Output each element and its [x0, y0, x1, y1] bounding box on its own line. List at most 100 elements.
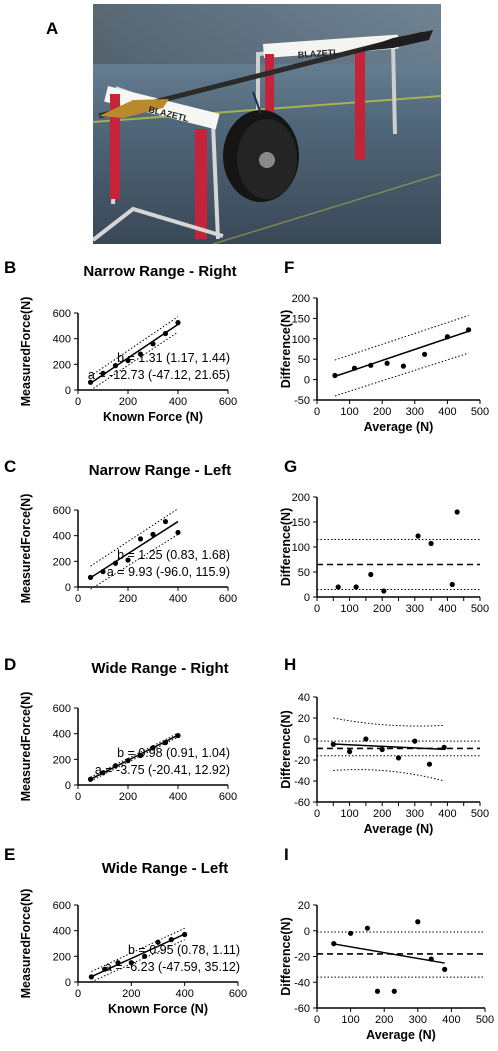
data-point — [335, 584, 341, 590]
y-tick-label: -40 — [294, 977, 310, 989]
chart-panel-d: D Wide Range - Right 0 200 400 600 0 200 400 600 M… — [4, 655, 237, 803]
data-point — [426, 761, 433, 767]
data-point — [428, 956, 434, 962]
data-point — [368, 571, 374, 578]
data-point — [155, 939, 161, 945]
chart-title: Wide Range - Left — [102, 860, 229, 877]
data-point — [391, 988, 397, 994]
y-tick-label: -20 — [294, 952, 310, 964]
upper-confidence-band — [90, 732, 179, 778]
y-tick-label: -50 — [294, 395, 310, 407]
y-tick-label: 50 — [298, 567, 310, 579]
y-tick-label: 200 — [53, 359, 71, 371]
data-point — [449, 581, 455, 588]
data-point — [175, 320, 181, 326]
y-tick-label: 400 — [53, 531, 71, 543]
lower-confidence-band — [333, 769, 445, 782]
x-tick-label: 400 — [169, 593, 187, 605]
data-point — [379, 746, 385, 753]
y-axis-label: MeasuredForce(N) — [19, 297, 33, 407]
data-point — [137, 351, 144, 357]
data-point — [332, 372, 338, 379]
upper-confidence-band — [333, 717, 445, 727]
x-tick-label: 100 — [341, 1014, 359, 1026]
data-point — [441, 744, 447, 751]
x-tick-label: 0 — [75, 791, 81, 803]
y-tick-label: 0 — [304, 375, 310, 387]
chart-title: Narrow Range - Right — [83, 263, 236, 280]
data-point — [175, 529, 181, 536]
data-point — [100, 569, 106, 575]
data-point — [88, 974, 94, 980]
y-tick-label: 40 — [298, 692, 310, 704]
x-tick-label: 400 — [169, 791, 187, 803]
x-tick-label: 100 — [340, 406, 358, 418]
data-point — [330, 741, 336, 747]
panel-letter-b: B — [4, 258, 16, 277]
y-tick-label: 20 — [298, 713, 310, 725]
x-tick-label: 100 — [340, 808, 358, 820]
slope-annotation: b = 1.31 (1.17, 1.44) — [117, 351, 230, 365]
data-point — [115, 960, 121, 966]
data-point — [331, 941, 337, 947]
data-point — [142, 953, 148, 959]
upper-confidence-band — [90, 316, 179, 377]
data-point — [400, 363, 406, 369]
x-tick-label: 600 — [219, 593, 237, 605]
chart-panel-i: I 0 100 200 300 400 500 -60 -40 -20 0 20 Average (N)… — [279, 845, 494, 1042]
data-point — [351, 365, 358, 371]
x-axis-label: Average (N) — [364, 420, 434, 434]
data-point — [100, 370, 106, 376]
y-tick-label: 0 — [65, 977, 71, 989]
x-tick-label: 400 — [438, 603, 456, 615]
x-tick-label: 600 — [229, 988, 247, 1000]
data-point — [364, 925, 370, 931]
chart-panel-e: E Wide Range - Left 0 200 400 600 0 200 400 600 Kn… — [4, 845, 247, 1016]
lower-confidence-band — [91, 939, 185, 983]
data-point — [125, 357, 131, 364]
panel-letter-c: C — [4, 457, 16, 476]
data-point — [444, 334, 450, 340]
y-tick-label: 600 — [53, 505, 71, 517]
y-tick-label: 200 — [53, 951, 71, 963]
data-point — [465, 327, 472, 333]
data-point — [182, 931, 188, 938]
chart-panel-h: H 0 100 200 300 400 500 -60 -40 -20 0 20 40 Average (… — [279, 655, 489, 836]
y-tick-label: 100 — [292, 334, 310, 346]
x-tick-label: 400 — [169, 396, 187, 408]
x-tick-label: 200 — [373, 603, 391, 615]
chart-panel-f: F 0 100 200 300 400 500 -50 0 50 100 150 200 Average … — [279, 258, 489, 434]
panel-letter-e: E — [4, 845, 15, 864]
regression-line — [333, 943, 445, 964]
x-tick-label: 100 — [340, 603, 358, 615]
hurdle-brand-text-back: BLAZETL — [297, 47, 339, 60]
panel-letter-d: D — [4, 655, 16, 674]
y-tick-label: 200 — [292, 492, 310, 504]
x-tick-label: 200 — [119, 791, 137, 803]
data-point — [175, 732, 181, 739]
data-point — [87, 574, 94, 580]
lower-confidence-band — [334, 352, 469, 397]
data-point — [162, 518, 169, 525]
data-point — [87, 379, 94, 385]
x-tick-label: 200 — [373, 406, 391, 418]
data-point — [395, 755, 402, 761]
data-point — [421, 351, 428, 357]
x-tick-label: 0 — [314, 603, 320, 615]
x-tick-label: 500 — [471, 406, 489, 418]
x-tick-label: 500 — [471, 603, 489, 615]
data-point — [125, 758, 131, 764]
x-tick-label: 200 — [119, 593, 137, 605]
y-tick-label: 50 — [298, 354, 310, 366]
y-tick-label: 20 — [298, 900, 310, 912]
upper-confidence-band — [334, 315, 469, 361]
panel-letter-h: H — [284, 655, 296, 674]
y-axis-label: MeasuredForce(N) — [19, 889, 33, 999]
x-tick-label: 200 — [373, 808, 391, 820]
lower-confidence-band — [90, 736, 179, 782]
x-tick-label: 600 — [219, 791, 237, 803]
y-axis-label: MeasuredForce(N) — [19, 692, 33, 802]
y-tick-label: -40 — [294, 776, 310, 788]
data-point — [384, 360, 390, 366]
